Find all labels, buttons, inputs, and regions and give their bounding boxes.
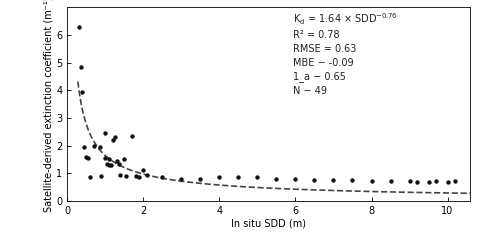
Point: [158, 175, 166, 179]
Point: [109, 138, 117, 142]
Point: [90, 144, 97, 147]
Point: [84, 156, 92, 160]
Point: [107, 163, 115, 167]
Point: [97, 174, 105, 178]
Point: [425, 180, 432, 183]
Point: [178, 177, 185, 181]
Point: [216, 175, 223, 179]
Point: [273, 177, 280, 181]
Y-axis label: Satellite-derived extinction coefficient (m⁻¹): Satellite-derived extinction coefficient…: [43, 0, 53, 212]
Point: [330, 178, 337, 182]
X-axis label: In situ SDD (m): In situ SDD (m): [231, 219, 306, 228]
Point: [117, 173, 124, 176]
Point: [115, 162, 122, 166]
Point: [75, 25, 83, 29]
Point: [291, 177, 299, 181]
Point: [136, 175, 144, 179]
Text: K$_\mathregular{d}$ = 1.64 × SDD$^{-0.76}$
R² = 0.78
RMSE = 0.63
MBE − -0.09
1_a: K$_\mathregular{d}$ = 1.64 × SDD$^{-0.76…: [293, 11, 398, 96]
Point: [128, 134, 136, 138]
Point: [444, 180, 451, 183]
Point: [387, 179, 395, 183]
Point: [79, 90, 86, 94]
Point: [101, 131, 109, 135]
Point: [113, 159, 120, 163]
Point: [105, 163, 113, 167]
Point: [83, 155, 90, 159]
Point: [348, 178, 356, 182]
Point: [96, 145, 103, 149]
Point: [111, 135, 119, 139]
Point: [103, 162, 111, 166]
Point: [139, 168, 147, 172]
Point: [143, 173, 151, 176]
Point: [432, 179, 440, 183]
Point: [368, 179, 375, 183]
Point: [451, 179, 459, 183]
Point: [132, 174, 140, 178]
Point: [120, 158, 128, 161]
Point: [122, 174, 130, 178]
Point: [235, 175, 242, 179]
Point: [77, 65, 84, 69]
Point: [253, 175, 261, 179]
Point: [105, 158, 113, 161]
Point: [86, 175, 94, 179]
Point: [196, 177, 204, 181]
Point: [406, 179, 413, 183]
Point: [311, 178, 318, 182]
Point: [413, 180, 421, 183]
Point: [81, 145, 88, 149]
Point: [101, 156, 109, 160]
